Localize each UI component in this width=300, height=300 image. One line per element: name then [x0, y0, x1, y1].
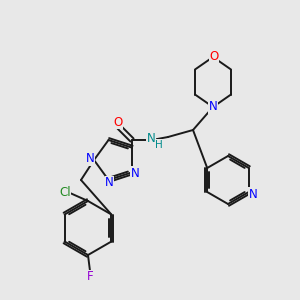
Text: N: N: [130, 167, 140, 180]
Text: N: N: [147, 131, 155, 145]
Text: N: N: [208, 100, 217, 113]
Text: N: N: [105, 176, 114, 190]
Text: O: O: [209, 50, 219, 64]
Text: F: F: [87, 271, 93, 284]
Text: H: H: [155, 140, 163, 150]
Text: Cl: Cl: [59, 187, 71, 200]
Text: N: N: [248, 188, 257, 200]
Text: O: O: [113, 116, 123, 128]
Text: N: N: [85, 152, 94, 166]
